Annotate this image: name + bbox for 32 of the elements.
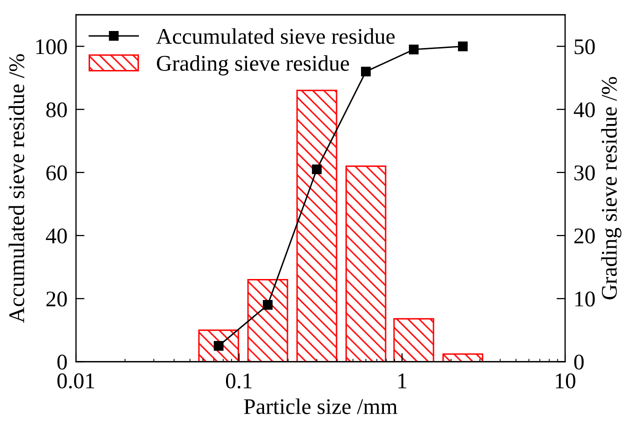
x-tick-label: 0.01 (57, 373, 94, 389)
point (458, 41, 468, 52)
x-tick-label: 1 (398, 374, 406, 388)
bar (345, 165, 386, 362)
y-tick-label: 60 (46, 165, 67, 180)
y-tick-label: 80 (46, 102, 67, 118)
y-tick-label: 0 (57, 354, 67, 370)
point (312, 164, 322, 174)
point (408, 44, 419, 54)
legend-label: Grading sieve residue (156, 55, 349, 76)
y2-tick-label: 10 (575, 292, 595, 307)
bar (442, 353, 484, 362)
x-tick-label: 0.1 (226, 373, 252, 389)
y2-tick-label: 50 (574, 39, 595, 54)
bar (247, 278, 288, 362)
bar (198, 329, 240, 362)
x-tick-label: 10 (556, 373, 576, 388)
y2-tick-label: 20 (574, 228, 595, 244)
y2-tick-label: 0 (574, 354, 584, 370)
legend-label: Accumulated sieve residue (156, 28, 395, 44)
bar (393, 318, 434, 362)
y-tick-label: 40 (46, 228, 67, 244)
bar (296, 90, 338, 362)
y-tick-label: 20 (46, 292, 67, 307)
y2-axis-title: Grading sieve residue /% (601, 76, 622, 300)
x-axis-title: Particle size /mm (244, 398, 398, 414)
y-axis-title: Accumulated sieve residue /% (8, 54, 24, 323)
y2-tick-label: 30 (574, 165, 595, 180)
point (361, 66, 371, 76)
point (262, 300, 273, 310)
y-tick-label: 100 (36, 39, 67, 54)
y2-tick-label: 40 (574, 102, 595, 118)
